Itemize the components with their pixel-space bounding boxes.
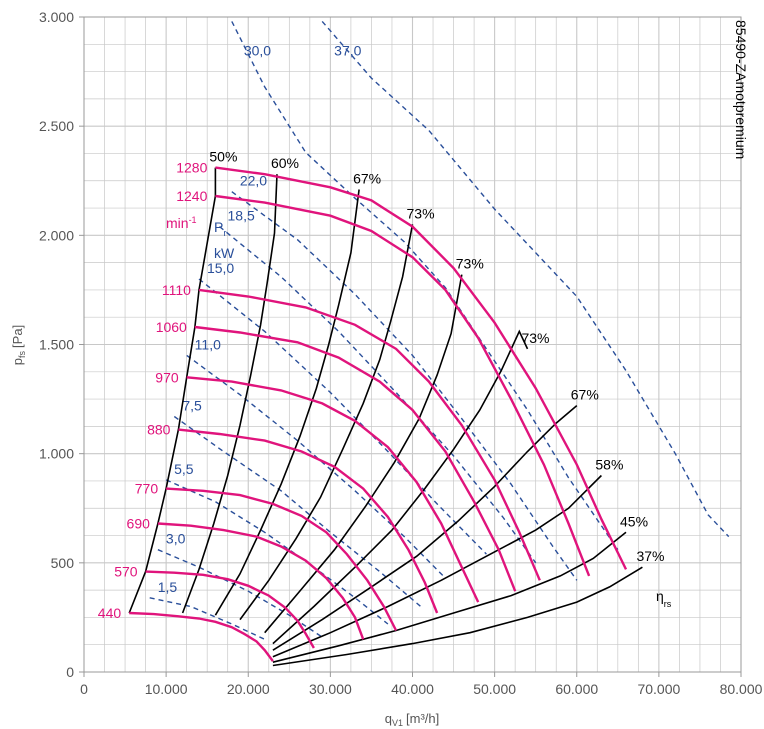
x-tick-label: 60.000 <box>555 681 598 697</box>
y-axis-title: pfs[Pa] <box>10 325 27 365</box>
power-curve-label: 7,5 <box>182 398 202 414</box>
efficiency-curve-label: 73% <box>456 256 484 272</box>
speed-curve-label: 1280 <box>176 160 207 176</box>
x-tick-label: 40.000 <box>391 681 434 697</box>
speed-curves: 1280 1240 1110 1060 970 880 770 690 570 440 <box>98 160 628 662</box>
speed-curve-label: 770 <box>135 481 159 497</box>
speed-curve <box>186 376 480 603</box>
speed-curve <box>157 522 365 640</box>
efficiency-curve <box>128 167 217 614</box>
speed-curve-label: 880 <box>147 422 171 438</box>
speed-curve-label: 1060 <box>156 319 187 335</box>
speed-unit-label: min-1 <box>166 215 197 231</box>
speed-curve-label: 1240 <box>176 188 207 204</box>
power-curve-label: 37,0 <box>334 42 361 58</box>
x-axis: 0 10.000 20.000 30.000 40.000 50.000 60.000 70.… <box>80 672 763 697</box>
power-curve-label: 15,0 <box>207 260 234 276</box>
speed-curve <box>215 194 591 577</box>
power-curve-label: 5,5 <box>174 461 194 477</box>
speed-curve-label: 440 <box>98 605 122 621</box>
efficiency-curve <box>272 404 578 651</box>
power-curve-label: 1,5 <box>158 579 178 595</box>
efficiency-symbol-label: ηrs <box>656 588 672 609</box>
power-curve <box>157 549 323 638</box>
power-curve <box>149 597 265 640</box>
speed-curve <box>194 325 517 592</box>
speed-curve <box>166 487 398 632</box>
power-curve <box>219 226 537 564</box>
speed-curve-label: 570 <box>114 564 138 580</box>
power-curve-label: 18,5 <box>228 208 255 224</box>
y-tick-label: 1.000 <box>39 446 74 462</box>
x-tick-label: 20.000 <box>227 681 270 697</box>
x-tick-label: 10.000 <box>145 681 188 697</box>
efficiency-curve-label: 58% <box>595 457 623 473</box>
power-curve-label: 30,0 <box>244 42 271 58</box>
x-tick-label: 0 <box>80 681 88 697</box>
power-symbol-label: Pr <box>214 219 226 238</box>
y-tick-label: 0 <box>66 664 74 680</box>
x-axis-title: qV1 [m³/h] <box>385 711 439 728</box>
efficiency-curve-label: 73% <box>521 330 549 346</box>
efficiency-curve-label: 37% <box>636 548 664 564</box>
efficiency-curve-label: 45% <box>620 513 648 529</box>
power-unit-label: kW <box>214 245 235 261</box>
efficiency-curve-label: 67% <box>353 170 381 186</box>
y-tick-label: 3.000 <box>39 9 74 25</box>
x-tick-label: 70.000 <box>637 681 680 697</box>
efficiency-curve-label: 60% <box>271 155 299 171</box>
speed-curve-label: 970 <box>155 369 179 385</box>
efficiency-curve-label: 50% <box>209 149 237 165</box>
speed-curve <box>145 570 315 649</box>
efficiency-curve-label: 73% <box>407 205 435 221</box>
power-curve-label: 22,0 <box>240 173 267 189</box>
speed-curve-label: 690 <box>127 516 151 532</box>
speed-curve <box>215 166 628 570</box>
x-tick-label: 80.000 <box>720 681 763 697</box>
x-tick-label: 50.000 <box>473 681 516 697</box>
speed-curve-label: 1110 <box>162 282 191 298</box>
efficiency-curve <box>214 189 360 616</box>
power-curve <box>186 354 446 579</box>
y-tick-label: 2.000 <box>39 227 74 243</box>
y-tick-label: 1.500 <box>39 337 74 353</box>
power-curve <box>231 21 619 551</box>
efficiency-curve-label: 67% <box>571 387 599 403</box>
efficiency-curve <box>239 224 414 621</box>
power-curve <box>173 415 422 608</box>
efficiency-curve <box>181 174 278 614</box>
y-tick-label: 500 <box>51 555 75 571</box>
power-curve-label: 3,0 <box>166 531 186 547</box>
power-curve-label: 11,0 <box>195 336 221 352</box>
y-tick-label: 2.500 <box>39 118 74 134</box>
power-curves: 1,5 3,0 5,5 7,5 11,0 15,0 18,5 22,0 30,0 37,0 <box>149 20 730 640</box>
x-tick-label: 30.000 <box>309 681 352 697</box>
efficiency-curve <box>264 274 463 634</box>
speed-curve <box>129 611 274 662</box>
model-label: 85490-ZAmotpremium <box>733 20 749 159</box>
efficiency-curve <box>272 566 643 667</box>
power-curve <box>231 191 578 581</box>
efficiency-curve <box>272 531 627 663</box>
speed-curve <box>178 428 439 614</box>
power-curve <box>321 20 730 538</box>
speed-curve <box>198 288 541 581</box>
y-axis: 0 500 1.000 1.500 2.000 2.500 3.000 <box>39 9 84 680</box>
